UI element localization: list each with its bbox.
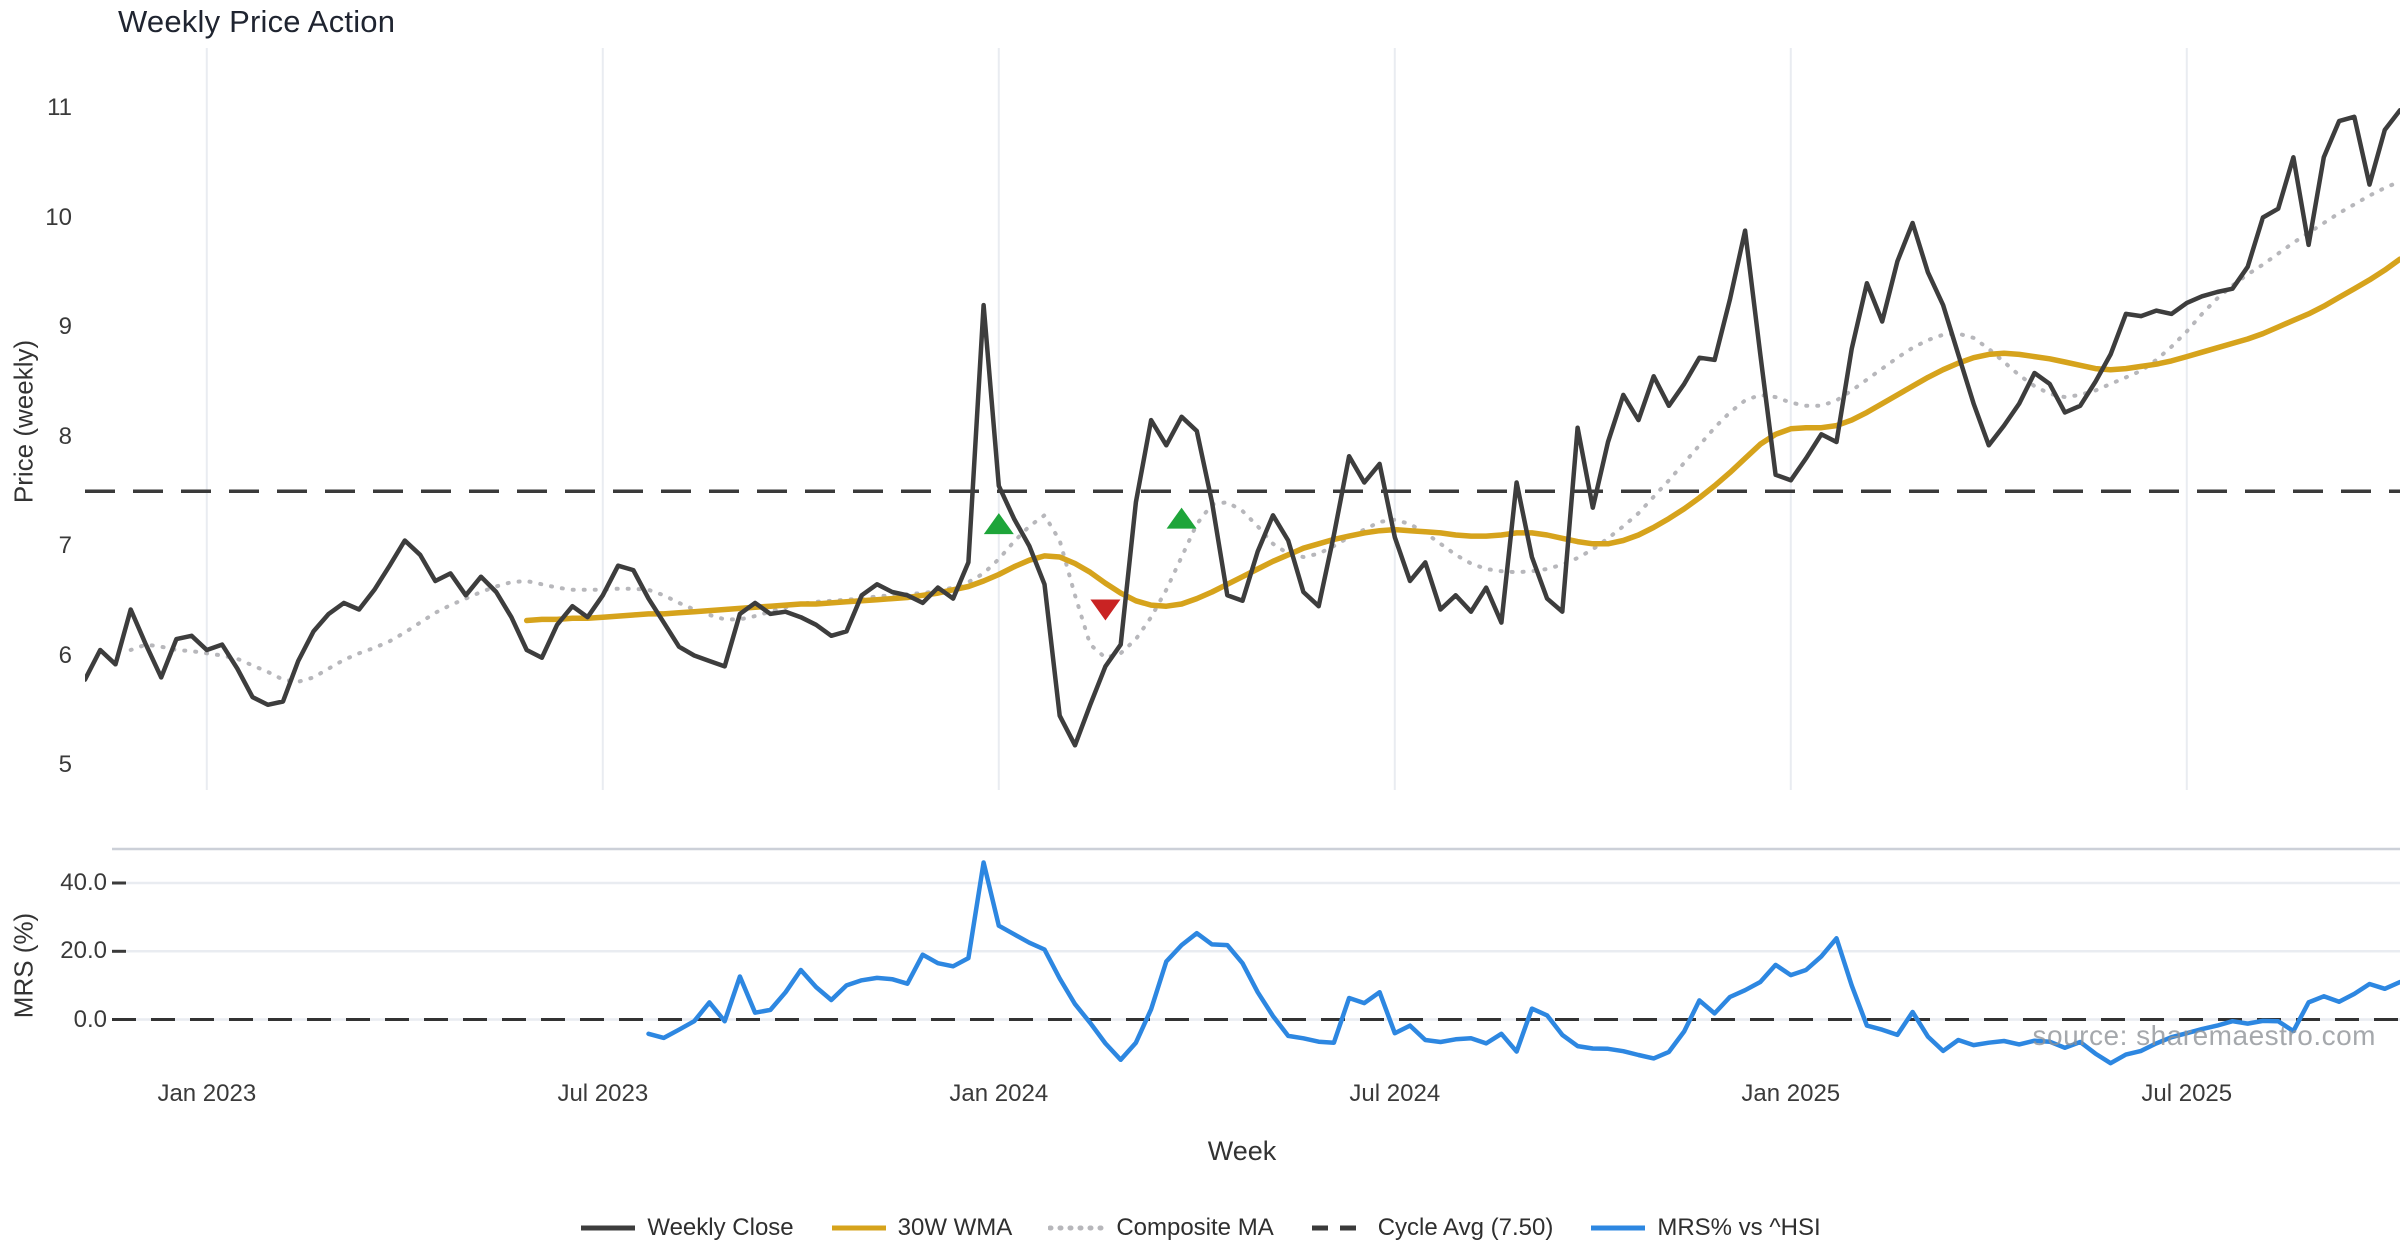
- mrs-tick-label: 0.0: [73, 1005, 107, 1033]
- legend-label: Composite MA: [1116, 1214, 1274, 1241]
- chart-title: Weekly Price Action: [118, 4, 396, 39]
- mrs-line: [646, 860, 2400, 1066]
- legend-label: Cycle Avg (7.50): [1377, 1214, 1554, 1241]
- buy-signal-marker: [983, 513, 1014, 535]
- price-tick-label: 10: [45, 203, 72, 231]
- legend-label: MRS% vs ^HSI: [1657, 1214, 1821, 1241]
- price-tick-label: 11: [47, 94, 72, 121]
- mrs-tick-label: 20.0: [60, 937, 107, 965]
- price-tick-label: 7: [58, 532, 72, 559]
- price-tick-label: 9: [58, 313, 72, 340]
- mrs-tick-label: 40.0: [60, 869, 107, 896]
- legend-swatch: [1591, 1225, 1646, 1231]
- x-tick-label: Jan 2023: [157, 1080, 257, 1107]
- legend-swatch: [1311, 1225, 1366, 1231]
- legend-item-weekly-close[interactable]: Weekly Close: [579, 1214, 794, 1242]
- price-tick-label: 6: [58, 641, 72, 669]
- x-tick-label: Jan 2024: [949, 1080, 1049, 1107]
- sell-signal-marker: [1090, 599, 1121, 621]
- weekly-close-line: [85, 107, 2400, 748]
- buy-signal-marker: [1166, 507, 1197, 529]
- legend-swatch: [831, 1225, 886, 1231]
- price-tick-label: 5: [58, 751, 72, 778]
- wma-line: [523, 256, 2400, 624]
- legend-label: Weekly Close: [647, 1214, 794, 1241]
- watermark: source: sharemaestro.com: [2032, 1020, 2376, 1051]
- x-tick-label: Jul 2025: [2141, 1080, 2233, 1107]
- legend-item-cycle-avg-7-50-[interactable]: Cycle Avg (7.50): [1310, 1214, 1554, 1242]
- x-tick-label: Jan 2025: [1741, 1080, 1841, 1107]
- x-axis-title: Week: [1207, 1136, 1277, 1166]
- legend-swatch: [581, 1225, 636, 1231]
- composite-ma-line: [128, 179, 2400, 684]
- legend-item-composite-ma[interactable]: Composite MA: [1048, 1214, 1274, 1242]
- x-tick-label: Jul 2024: [1349, 1080, 1441, 1107]
- legend-swatch: [1048, 1225, 1107, 1231]
- legend: Weekly Close 30W WMA Composite MA Cycle …: [0, 1214, 2400, 1242]
- legend-label: 30W WMA: [897, 1214, 1013, 1241]
- legend-item-mrs-vs-hsi[interactable]: MRS% vs ^HSI: [1589, 1214, 1821, 1242]
- legend-item-30w-wma[interactable]: 30W WMA: [830, 1214, 1013, 1242]
- x-tick-label: Jul 2023: [557, 1080, 649, 1107]
- price-tick-label: 8: [58, 422, 72, 450]
- mrs-axis-title: MRS (%): [8, 912, 39, 1019]
